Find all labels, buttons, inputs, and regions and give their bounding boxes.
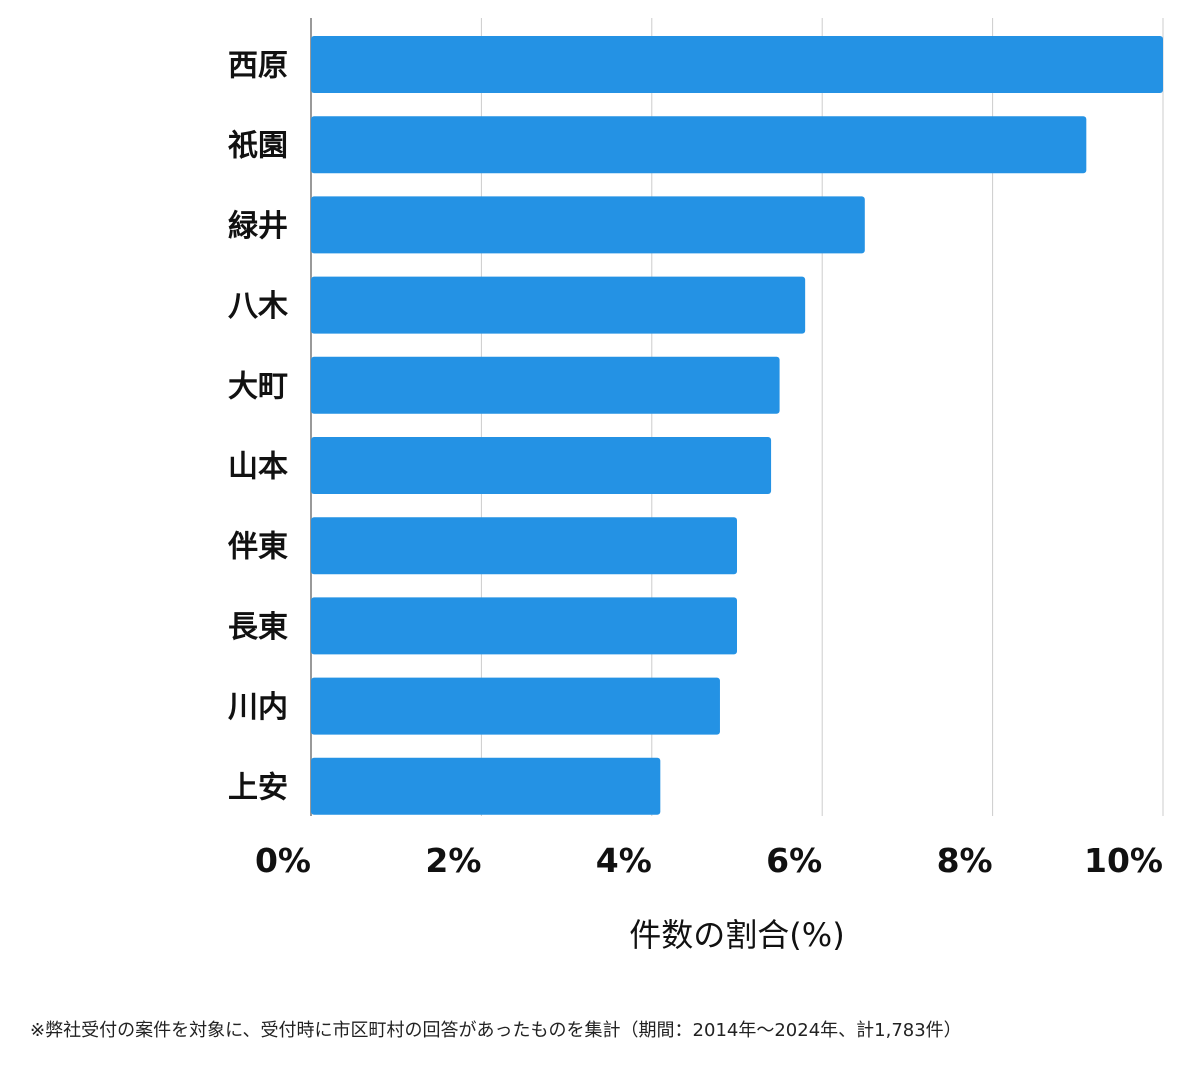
category-label: 山本	[228, 450, 288, 485]
bar	[311, 196, 865, 254]
bar	[311, 116, 1087, 174]
category-label: 長東	[228, 610, 288, 645]
bar	[311, 517, 737, 575]
bar	[311, 36, 1163, 93]
bar	[311, 356, 780, 414]
category-label: 伴東	[227, 530, 288, 565]
category-label: 大町	[228, 369, 288, 404]
bar	[311, 276, 806, 334]
bar	[311, 757, 661, 815]
bar	[311, 597, 737, 655]
category-label: 緑井	[228, 209, 288, 244]
x-tick-label: 6%	[766, 841, 822, 880]
x-tick-label: 4%	[596, 841, 652, 880]
footnote: ※弊社受付の案件を対象に、受付時に市区町村の回答があったものを集計（期間：201…	[30, 1020, 962, 1041]
category-label: 川内	[228, 690, 288, 725]
category-label: 祇園	[228, 129, 288, 164]
x-tick-labels: 0% 2% 4% 6% 8% 10%	[255, 841, 1163, 880]
x-tick-label: 8%	[937, 841, 993, 880]
x-axis-title: 件数の割合(%)	[629, 916, 844, 954]
bar	[311, 437, 772, 494]
category-label: 西原	[228, 49, 288, 84]
bars	[311, 36, 1163, 815]
bar	[311, 677, 720, 735]
x-tick-label: 10%	[1084, 841, 1163, 880]
category-label: 八木	[228, 289, 288, 324]
category-label: 上安	[228, 770, 288, 805]
x-tick-label: 0%	[255, 841, 311, 880]
x-tick-label: 2%	[425, 841, 481, 880]
